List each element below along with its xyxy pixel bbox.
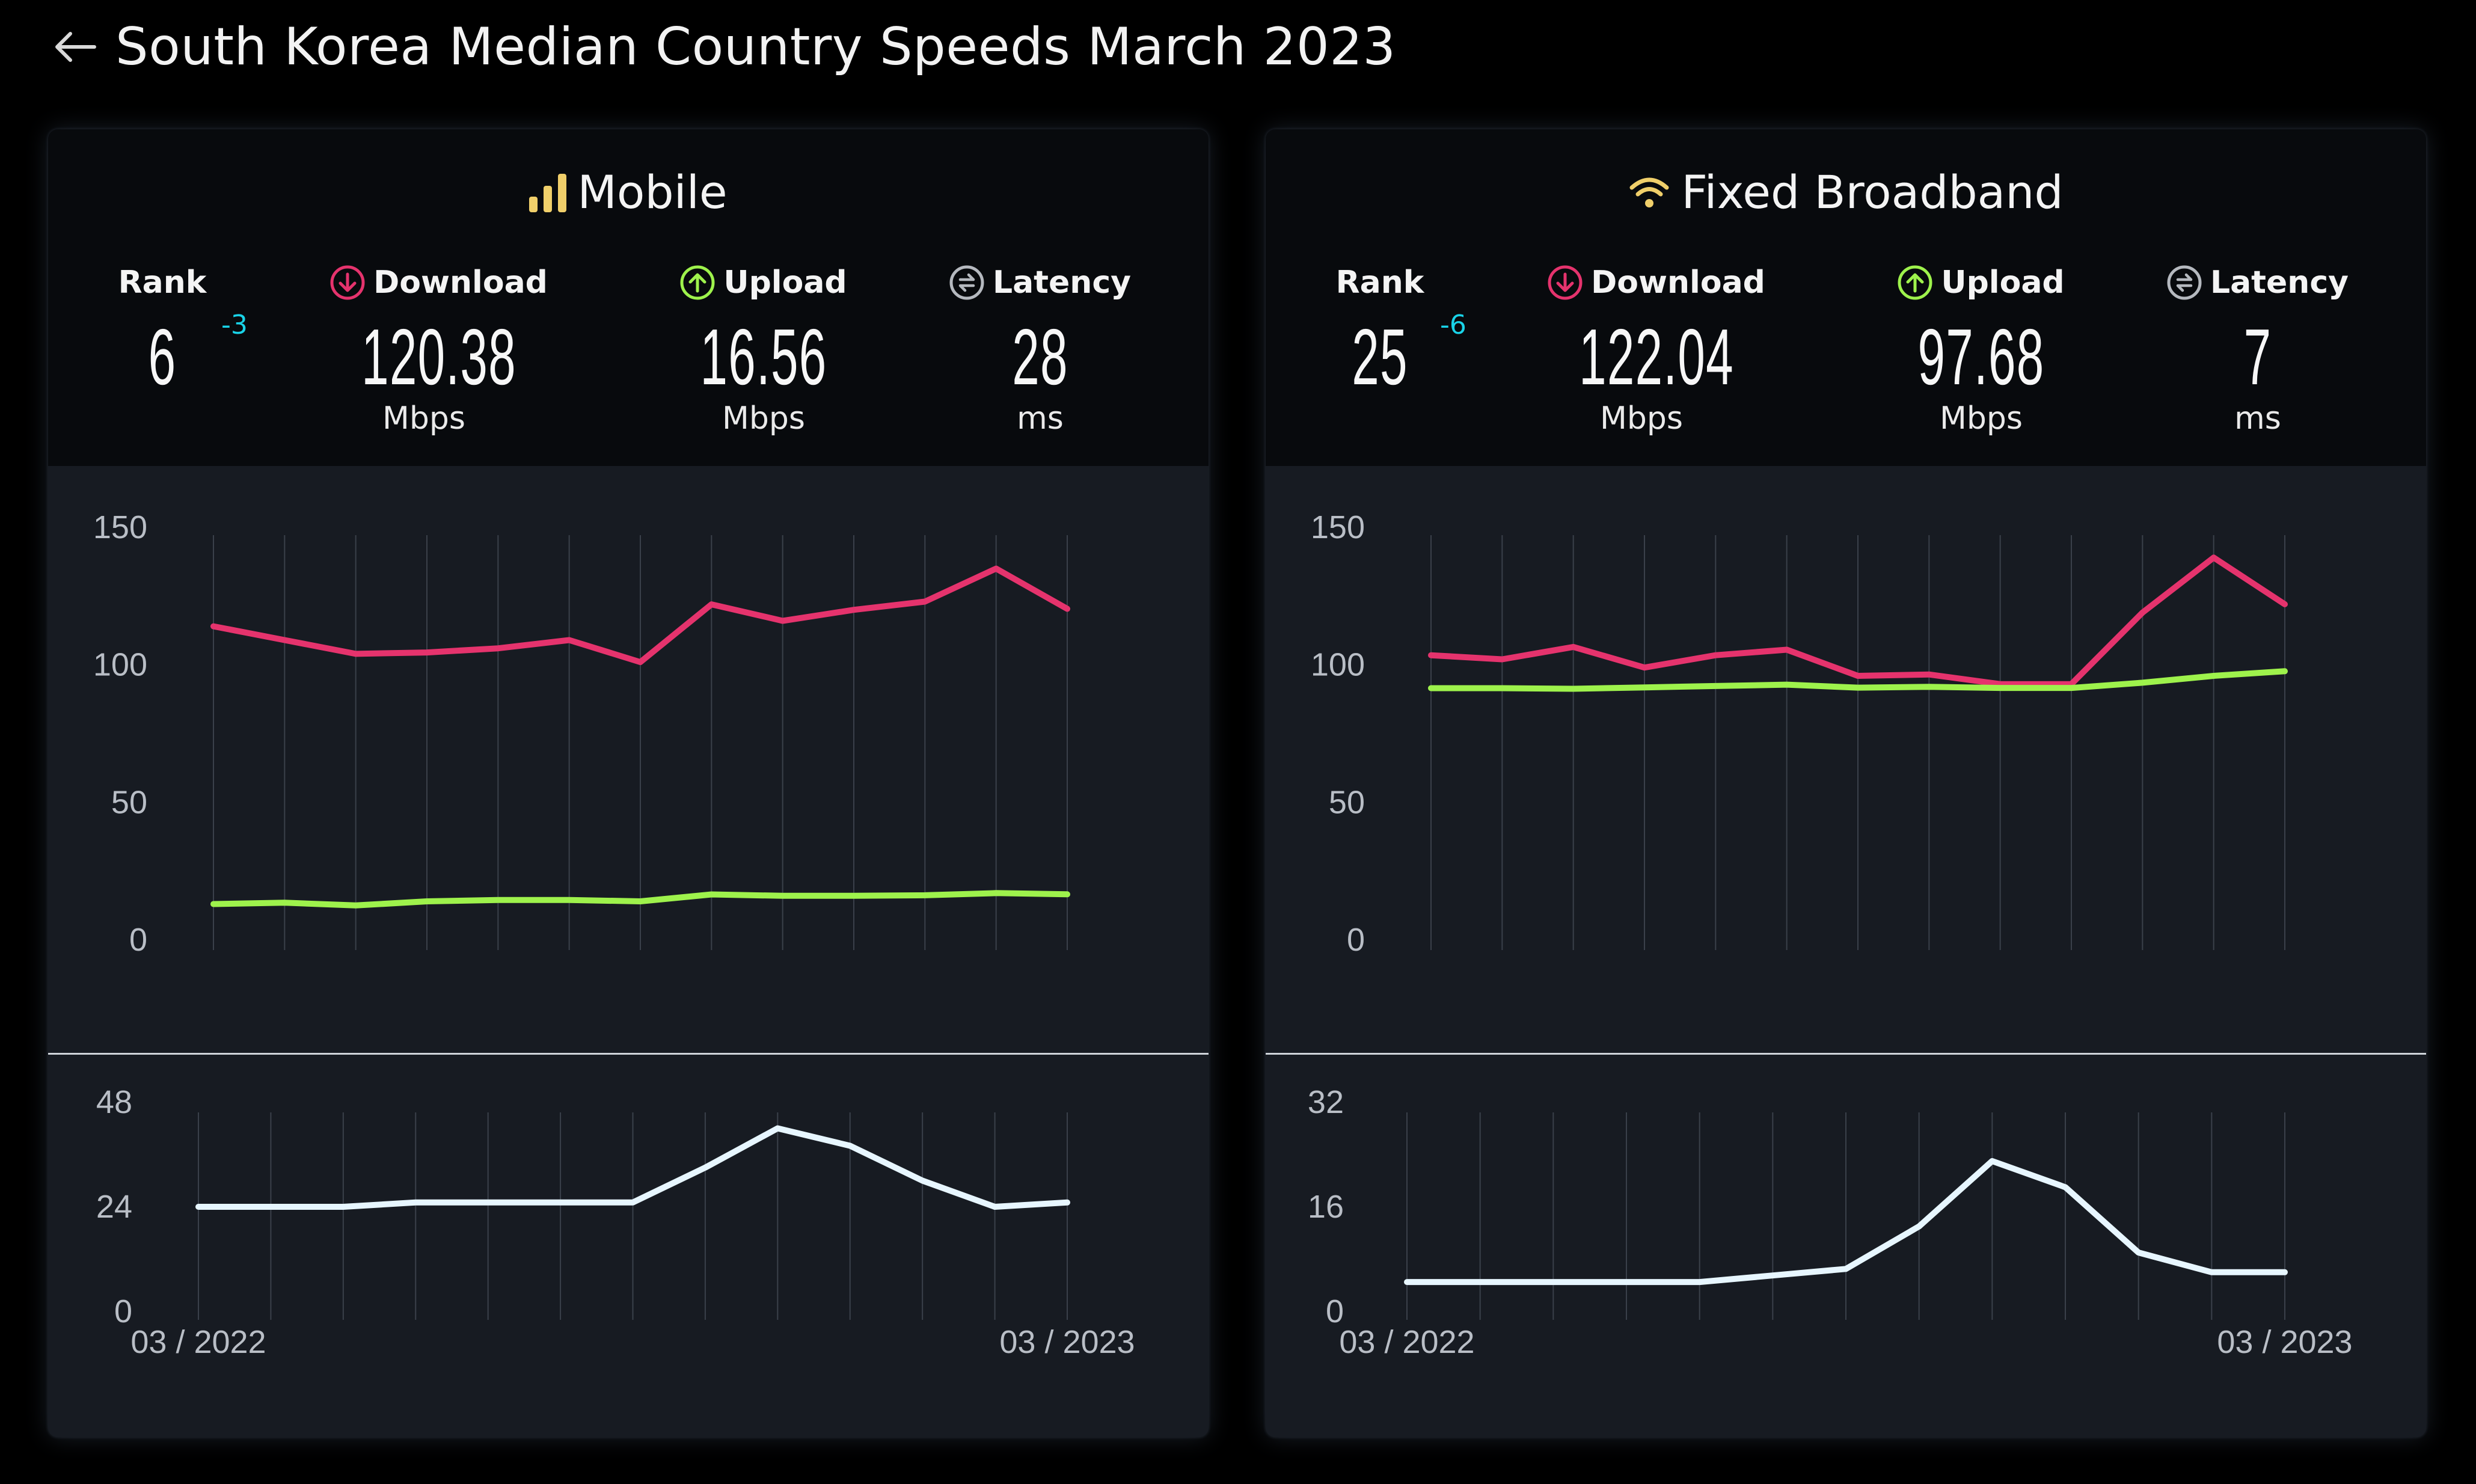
y-tick-label: 0 — [129, 922, 147, 958]
download-unit: Mbps — [1600, 400, 1683, 437]
x-tick-label: 03 / 2022 — [1339, 1324, 1474, 1360]
y-tick-label: 0 — [1347, 922, 1365, 958]
download-value: 122.04 — [1579, 313, 1734, 401]
fixed-rank: Rank 25 — [1326, 265, 1434, 397]
mobile-latency: Latency 28 ms — [932, 265, 1148, 437]
upload-series-line — [210, 890, 1070, 909]
rank-change: -6 — [1440, 310, 1466, 340]
y-tick-label: 50 — [1329, 784, 1365, 820]
download-value: 120.38 — [361, 313, 516, 401]
y-tick-label: 100 — [93, 647, 147, 683]
y-tick-label: 32 — [1308, 1084, 1344, 1120]
fixed-upload: Upload 97.68 Mbps — [1867, 265, 2095, 437]
y-tick-label: 50 — [111, 784, 147, 820]
latency-series-line — [1404, 1157, 2288, 1286]
latency-label: Latency — [932, 265, 1148, 301]
latency-unit: ms — [1017, 400, 1064, 437]
x-tick-label: 03 / 2023 — [2217, 1324, 2352, 1360]
upload-value: 97.68 — [1917, 313, 2045, 401]
upload-series-line — [1428, 668, 2288, 692]
mobile-speed-chart: 150 100 50 0 — [93, 509, 1070, 958]
y-tick-label: 150 — [1311, 509, 1365, 545]
x-tick-label: 03 / 2023 — [999, 1324, 1135, 1360]
fixed-title-label: Fixed Broadband — [1681, 165, 2064, 219]
mobile-latency-chart: 48 24 003 / 2022 03 / 2023 — [96, 1084, 1135, 1360]
download-icon — [1548, 265, 1583, 300]
upload-value: 16.56 — [700, 313, 827, 401]
upload-icon — [1898, 265, 1932, 300]
upload-icon — [680, 265, 715, 300]
back-button[interactable] — [48, 20, 102, 74]
mobile-rank: Rank 6 — [108, 265, 216, 397]
arrow-left-icon — [55, 32, 96, 62]
rank-value: 25 — [1352, 313, 1408, 401]
y-tick-label: 48 — [96, 1084, 132, 1120]
chart-divider — [1266, 1053, 2426, 1055]
wifi-icon — [1628, 174, 1670, 210]
rank-value: 6 — [148, 313, 177, 401]
download-series-line — [210, 565, 1070, 666]
download-label: Download — [1530, 265, 1783, 301]
y-tick-label: 24 — [96, 1189, 132, 1225]
mobile-download: Download 120.38 Mbps — [313, 265, 565, 437]
fixed-card: Fixed Broadband Rank 25 -6 Download 122.… — [1266, 129, 2426, 1437]
y-tick-label: 0 — [1326, 1293, 1344, 1329]
latency-value: 7 — [2243, 313, 2272, 401]
latency-label: Latency — [2150, 265, 2366, 301]
download-series-line — [1428, 554, 2288, 687]
rank-label: Rank — [118, 265, 207, 301]
mobile-title-label: Mobile — [577, 165, 728, 219]
latency-icon — [949, 265, 984, 300]
rank-change: -3 — [221, 310, 248, 340]
y-tick-label: 0 — [114, 1293, 132, 1329]
y-tick-label: 16 — [1308, 1189, 1344, 1225]
mobile-summary: Mobile Rank 6 -3 Download 120.38 Mbps — [48, 129, 1209, 466]
fixed-speed-chart: 150 100 50 0 — [1311, 509, 2288, 958]
latency-icon — [2167, 265, 2202, 300]
upload-unit: Mbps — [722, 400, 805, 437]
download-icon — [330, 265, 365, 300]
download-label: Download — [313, 265, 565, 301]
fixed-title: Fixed Broadband — [1266, 165, 2426, 219]
fixed-latency-chart: 32 16 003 / 2022 03 / 2023 — [1308, 1084, 2353, 1360]
fixed-download: Download 122.04 Mbps — [1530, 265, 1783, 437]
mobile-upload: Upload 16.56 Mbps — [649, 265, 878, 437]
upload-label: Upload — [649, 265, 878, 301]
latency-unit: ms — [2234, 400, 2281, 437]
y-tick-label: 150 — [93, 509, 147, 545]
upload-unit: Mbps — [1940, 400, 2023, 437]
download-unit: Mbps — [382, 400, 465, 437]
latency-series-line — [195, 1125, 1070, 1210]
y-tick-label: 100 — [1311, 647, 1365, 683]
fixed-summary: Fixed Broadband Rank 25 -6 Download 122.… — [1266, 129, 2426, 466]
upload-label: Upload — [1867, 265, 2095, 301]
mobile-card: Mobile Rank 6 -3 Download 120.38 Mbps — [48, 129, 1209, 1437]
mobile-title: Mobile — [48, 165, 1209, 219]
page-header: South Korea Median Country Speeds March … — [48, 11, 1396, 83]
page-title: South Korea Median Country Speeds March … — [115, 17, 1396, 77]
rank-label: Rank — [1335, 265, 1424, 301]
x-tick-label: 03 / 2022 — [130, 1324, 266, 1360]
chart-divider — [48, 1053, 1209, 1055]
signal-bars-icon — [529, 173, 567, 212]
fixed-latency: Latency 7 ms — [2150, 265, 2366, 437]
latency-value: 28 — [1012, 313, 1068, 401]
